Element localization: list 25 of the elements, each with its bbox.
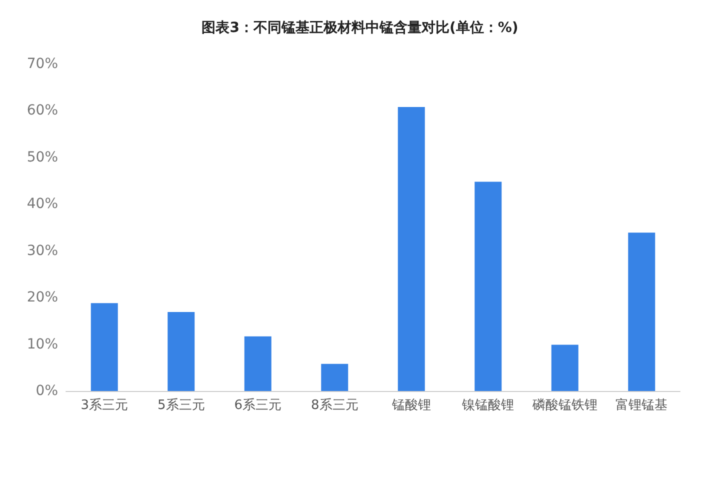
y-tick-label: 10% [26, 336, 58, 352]
x-tick-label: 8系三元 [310, 398, 358, 413]
bar [398, 106, 425, 391]
x-tick-label: 镍锰酸锂 [461, 398, 514, 413]
bar [551, 344, 578, 391]
bar [244, 336, 272, 391]
bar [474, 182, 502, 391]
y-tick-label: 0% [36, 383, 58, 399]
bar [628, 232, 656, 391]
x-tick-label: 5系三元 [157, 398, 205, 413]
y-tick-label: 50% [26, 149, 58, 166]
y-tick-label: 70% [26, 56, 58, 72]
x-tick-label: 富锂锰基 [616, 397, 668, 413]
y-tick-label: 40% [26, 196, 58, 212]
x-tick-label: 磷酸锰铁锂 [531, 398, 598, 413]
x-tick-label: 锰酸锂 [390, 398, 431, 413]
y-tick-label: 20% [26, 290, 58, 306]
bar [168, 312, 195, 391]
y-tick-label: 60% [26, 102, 58, 119]
bar [90, 303, 118, 391]
chart-title: 图表3：不同锰基正极材料中锰含量对比(单位：%) [202, 20, 518, 36]
bar [321, 364, 348, 391]
x-tick-label: 3系三元 [80, 398, 128, 413]
y-tick-label: 30% [26, 242, 58, 259]
x-tick-label: 6系三元 [234, 398, 282, 413]
